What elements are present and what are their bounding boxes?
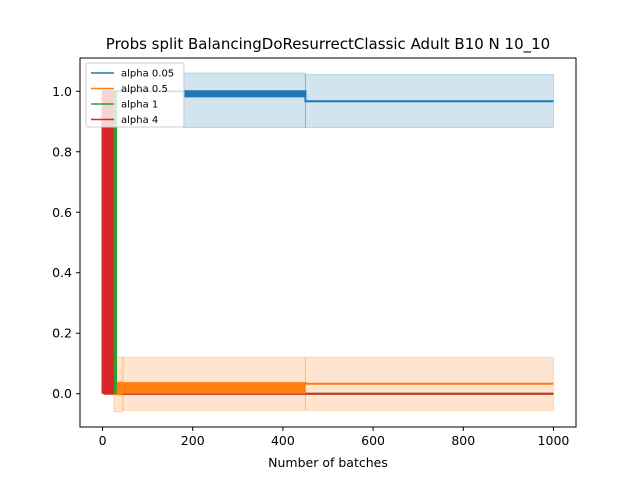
- y-tick-label: 0.4: [52, 265, 72, 280]
- y-axis-ticks: 0.0 0.2 0.4 0.6 0.8 1.0: [52, 84, 80, 401]
- x-axis-ticks: 0 200 400 600 800 1000: [99, 427, 570, 448]
- legend-label-4: alpha 4: [121, 115, 158, 126]
- x-tick-label: 200: [181, 433, 205, 448]
- legend-items: alpha 0.05 alpha 0.5 alpha 1 alpha 4: [91, 69, 174, 126]
- series-lines: [101, 90, 554, 396]
- y-tick-label: 0.8: [52, 144, 72, 159]
- series-4-step-edge: [101, 91, 106, 394]
- y-tick-label: 0.0: [52, 386, 72, 401]
- series-dense-block-2: [122, 383, 306, 394]
- x-tick-label: 600: [361, 433, 385, 448]
- series-3-step-edge: [113, 91, 117, 394]
- series-dense-block-1: [183, 91, 306, 98]
- legend-box: [85, 62, 185, 128]
- plot-frame: [79, 57, 577, 428]
- series-dense-block-3: [113, 381, 123, 396]
- x-tick-label: 400: [271, 433, 295, 448]
- legend-label-3: alpha 1: [121, 100, 158, 111]
- y-tick-label: 0.6: [52, 205, 72, 220]
- band-1-1: [183, 72, 306, 129]
- x-tick-label: 0: [99, 433, 107, 448]
- series-dense-block-4: [102, 91, 117, 394]
- chart-title: Probs split BalancingDoResurrectClassic …: [106, 35, 550, 54]
- y-tick-label: 1.0: [52, 84, 72, 99]
- legend: alpha 0.05 alpha 0.5 alpha 1 alpha 4: [85, 62, 185, 128]
- legend-label-1: alpha 0.05: [121, 69, 174, 80]
- legend-label-2: alpha 0.5: [121, 84, 168, 95]
- x-tick-label: 800: [451, 433, 475, 448]
- x-tick-label: 1000: [538, 433, 570, 448]
- x-axis-label: Number of batches: [268, 455, 388, 470]
- y-tick-label: 0.2: [52, 326, 72, 341]
